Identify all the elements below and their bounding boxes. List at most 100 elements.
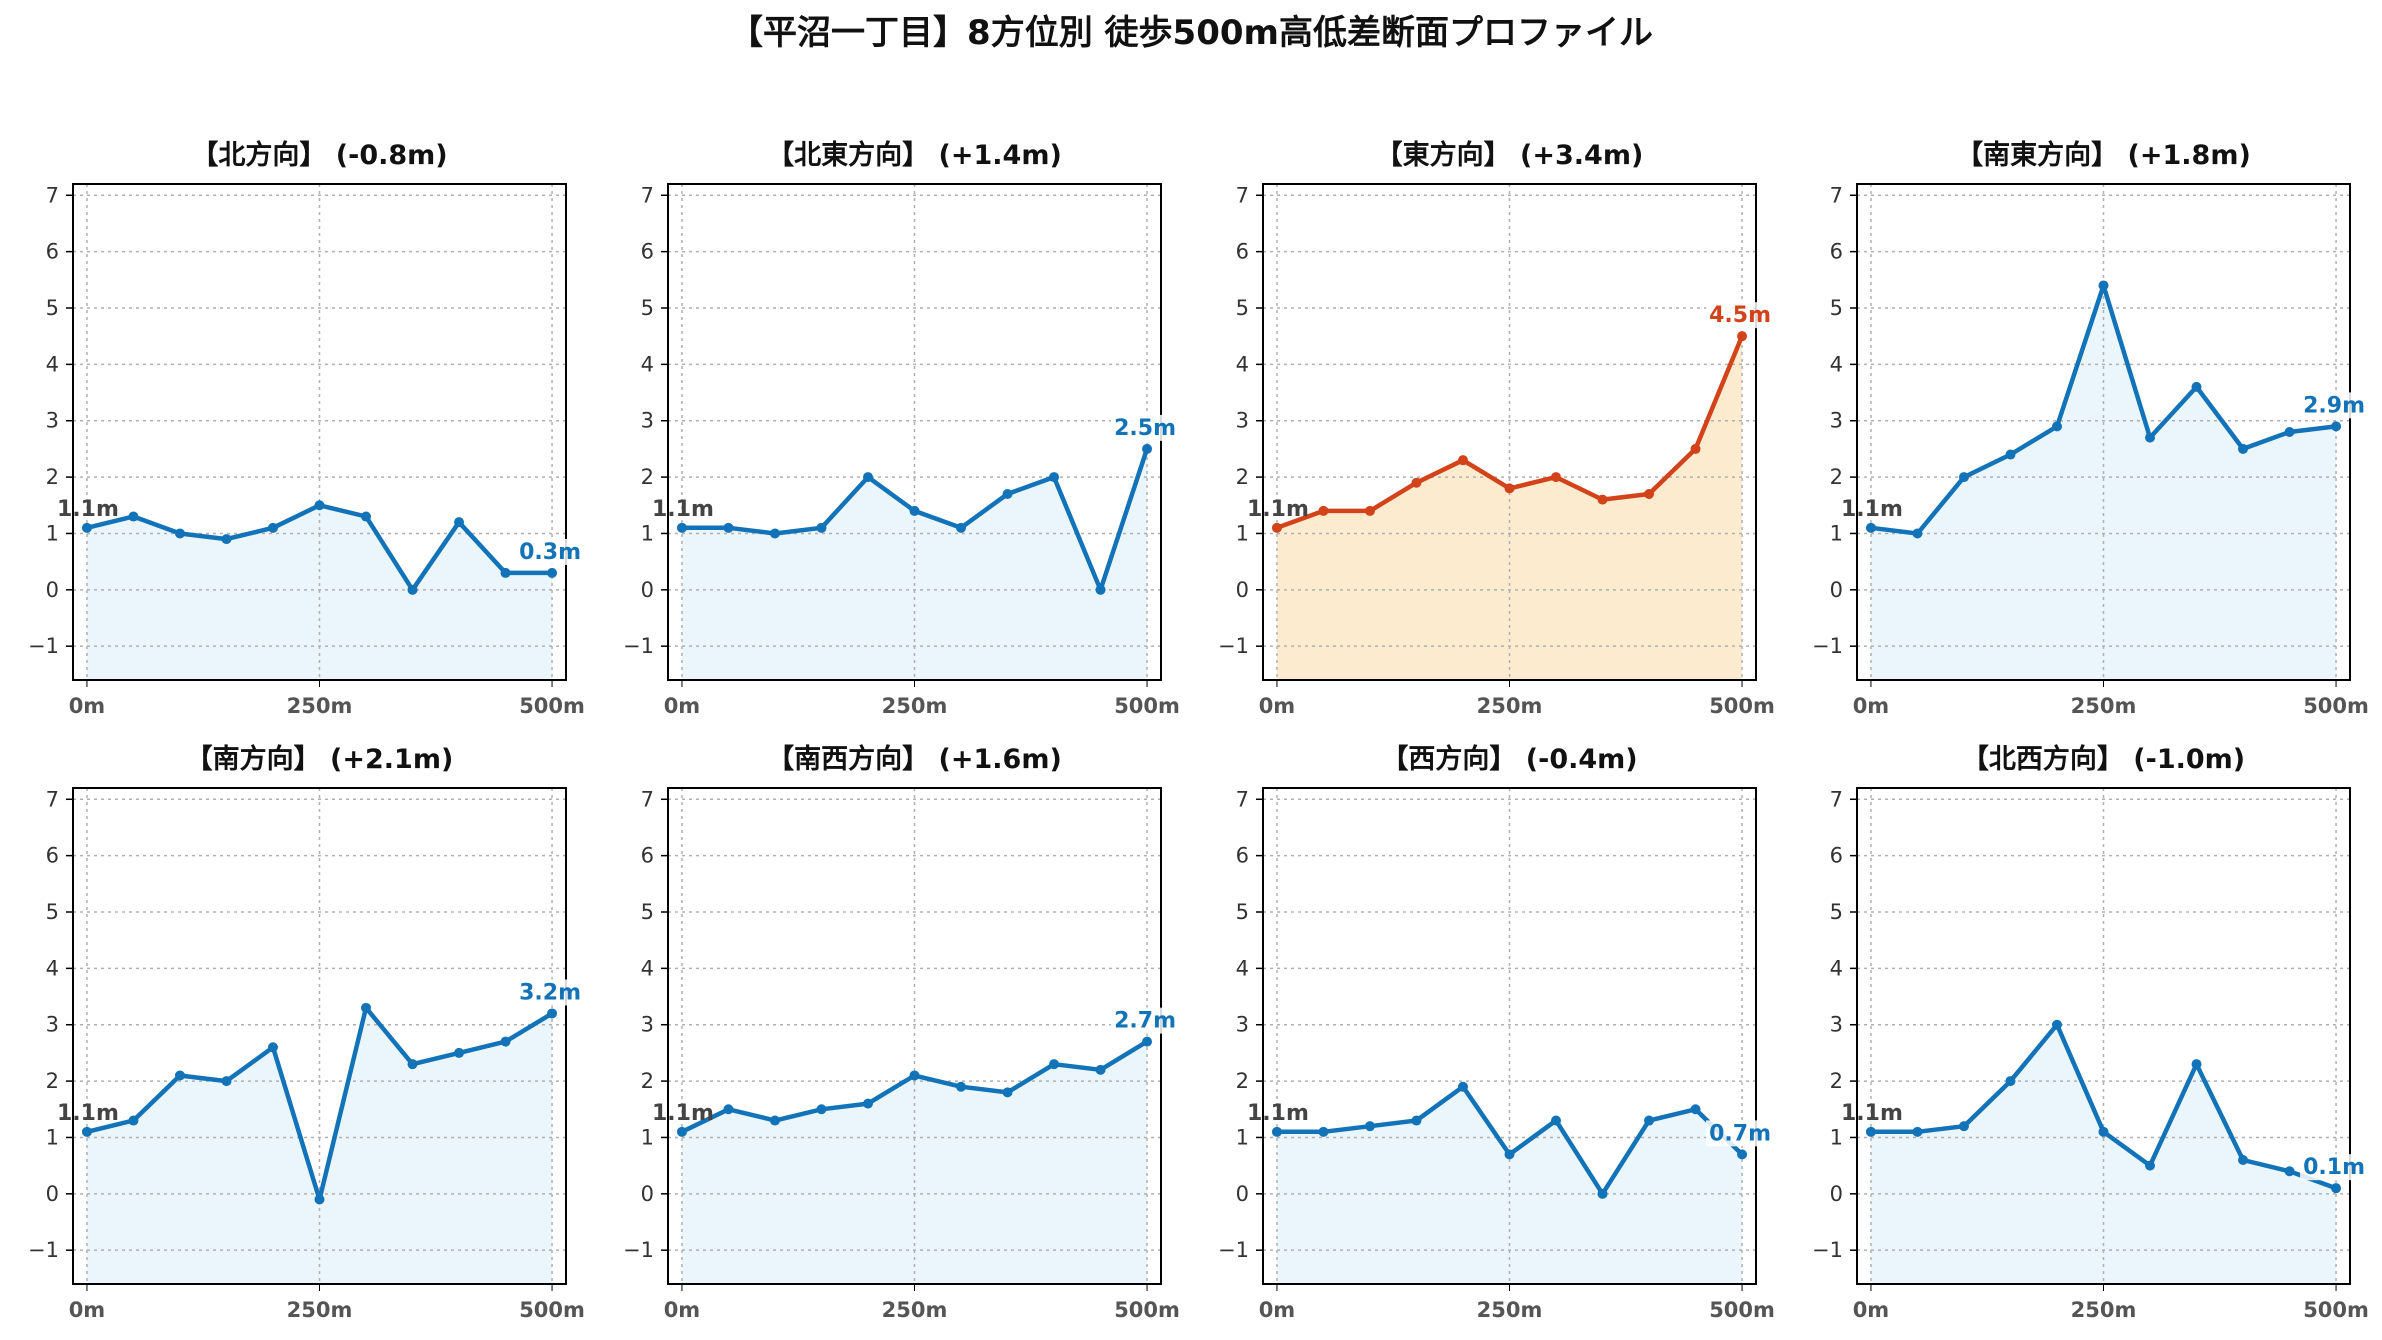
data-point: [1411, 477, 1422, 488]
x-tick-label: 250m: [2071, 1298, 2137, 1322]
end-label-backdrop: [1111, 414, 1180, 441]
y-tick-label: 4: [641, 352, 654, 376]
data-point: [1551, 472, 1562, 483]
y-tick-label: 7: [46, 787, 59, 811]
y-tick-label: 0: [641, 578, 654, 602]
data-point: [723, 522, 734, 533]
x-tick-label: 250m: [1477, 694, 1543, 718]
x-tick-label: 500m: [1709, 694, 1775, 718]
profile-panel: −1 0 1 2 3 4 5 6 7 0m 250m 500m 【南方向】 (+2.1m) 1.1m 3.2…: [28, 743, 585, 1322]
panel-title: 【南東方向】 (+1.8m): [1956, 139, 2251, 171]
y-tick-label: 1: [641, 1125, 654, 1149]
profile-panel: −1 0 1 2 3 4 5 6 7 0m 250m 500m 【東方向】 (+3.4m) 1.1m 4.5…: [1218, 139, 1775, 718]
area-fill: [1871, 285, 2336, 680]
x-tick-label: 250m: [882, 1298, 948, 1322]
y-tick-label: 4: [46, 352, 59, 376]
profile-panel: −1 0 1 2 3 4 5 6 7 0m 250m 500m 【北方向】 (-0.8m) 1.1m 0.3…: [28, 139, 585, 718]
y-tick-label: 0: [46, 578, 59, 602]
y-tick-label: 1: [641, 521, 654, 545]
data-point: [1142, 443, 1153, 454]
data-point: [314, 1194, 325, 1205]
data-point: [500, 1036, 511, 1047]
data-point: [1551, 1115, 1562, 1126]
y-tick-label: 7: [1830, 787, 1843, 811]
data-point: [816, 522, 827, 533]
panel-title: 【北方向】 (-0.8m): [191, 139, 447, 171]
y-tick-label: 2: [1830, 1069, 1843, 1093]
y-tick-label: 4: [1236, 352, 1249, 376]
profile-panel: −1 0 1 2 3 4 5 6 7 0m 250m 500m 【南西方向】 (+1.6m) 1.1m 2.…: [623, 743, 1180, 1322]
end-label-backdrop: [1706, 302, 1775, 329]
data-point: [1504, 483, 1515, 494]
y-tick-label: 1: [1830, 521, 1843, 545]
x-tick-label: 0m: [1259, 694, 1296, 718]
data-point: [221, 1076, 232, 1087]
panel-title: 【北西方向】 (-1.0m): [1962, 743, 2245, 775]
y-tick-label: 6: [46, 240, 59, 264]
data-point: [407, 584, 418, 595]
gridlines: [668, 788, 1161, 1284]
end-value-label: 0.1m: [2303, 1155, 2365, 1180]
data-point: [1958, 472, 1969, 483]
profile-panel: −1 0 1 2 3 4 5 6 7 0m 250m 500m 【南東方向】 (+1.8m) 1.1m 2.…: [1812, 139, 2369, 718]
area-fill: [87, 1007, 552, 1284]
y-tick-label: −1: [1218, 634, 1249, 658]
data-point: [547, 1008, 558, 1019]
data-point: [81, 522, 92, 533]
data-point: [1597, 494, 1608, 505]
y-tick-label: −1: [1218, 1238, 1249, 1262]
data-point: [2238, 443, 2249, 454]
y-tick-label: −1: [1812, 634, 1843, 658]
y-tick-label: 2: [46, 465, 59, 489]
end-value-label: 2.5m: [1114, 416, 1176, 441]
profile-panel: −1 0 1 2 3 4 5 6 7 0m 250m 500m 【西方向】 (-0.4m) 1.1m 0.7…: [1218, 743, 1775, 1322]
data-point: [267, 1042, 278, 1053]
y-tick-label: 0: [1830, 1182, 1843, 1206]
start-value-label: 1.1m: [652, 1101, 714, 1126]
end-value-label: 2.9m: [2303, 393, 2365, 418]
data-point: [1958, 1121, 1969, 1132]
y-tick-label: 3: [1236, 409, 1249, 433]
panel-title: 【北東方向】 (+1.4m): [767, 139, 1062, 171]
y-tick-label: 3: [46, 1013, 59, 1037]
x-tick-label: 0m: [69, 1298, 106, 1322]
profile-panel: −1 0 1 2 3 4 5 6 7 0m 250m 500m 【北東方向】 (+1.4m) 1.1m 2.…: [623, 139, 1180, 718]
y-tick-label: 6: [1830, 240, 1843, 264]
data-point: [1095, 1064, 1106, 1075]
data-point: [2284, 427, 2295, 437]
data-point: [1457, 1081, 1468, 1092]
panel-title: 【西方向】 (-0.4m): [1381, 743, 1637, 775]
x-tick-label: 250m: [1477, 1298, 1543, 1322]
end-value-label: 4.5m: [1709, 303, 1771, 328]
data-point: [676, 1126, 687, 1137]
area-fill: [1277, 1086, 1742, 1284]
y-tick-label: 6: [641, 240, 654, 264]
y-tick-label: 4: [1830, 956, 1843, 980]
panel-title: 【東方向】 (+3.4m): [1376, 139, 1644, 171]
gridlines: [1263, 788, 1756, 1284]
y-tick-label: 1: [46, 521, 59, 545]
data-point: [1271, 1126, 1282, 1137]
data-point: [1737, 1149, 1748, 1160]
panel-title: 【南西方向】 (+1.6m): [767, 743, 1062, 775]
x-tick-label: 0m: [1853, 694, 1890, 718]
data-point: [1912, 528, 1923, 539]
y-tick-label: 6: [1830, 844, 1843, 868]
data-point: [909, 1070, 920, 1081]
data-point: [1364, 1121, 1375, 1132]
y-tick-label: 1: [1830, 1125, 1843, 1149]
data-point: [1504, 1149, 1515, 1160]
y-tick-label: 5: [1236, 296, 1249, 320]
data-point: [2238, 1155, 2249, 1165]
data-point: [1865, 1126, 1876, 1137]
y-tick-label: 7: [1830, 183, 1843, 207]
data-point: [2051, 421, 2062, 432]
y-tick-label: 3: [641, 409, 654, 433]
x-tick-label: 500m: [519, 1298, 585, 1322]
y-tick-label: 1: [1236, 1125, 1249, 1149]
data-point: [1049, 1059, 1060, 1070]
y-tick-label: 3: [1830, 409, 1843, 433]
y-tick-label: 2: [1236, 1069, 1249, 1093]
